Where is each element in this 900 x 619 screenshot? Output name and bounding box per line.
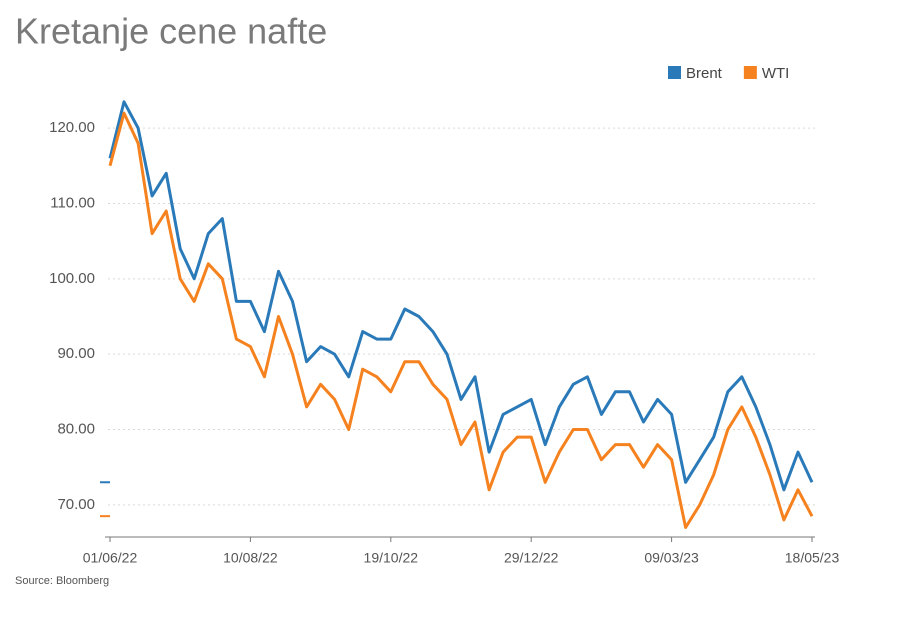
chart-title: Kretanje cene nafte [15,11,327,52]
x-tick-label: 29/12/22 [504,550,559,566]
series-line [108,100,814,492]
series-line [108,111,814,529]
y-tick-label: 110.00 [50,194,95,211]
legend-swatch [668,66,681,79]
source: Source: Bloomberg [15,575,109,587]
x-tick-label: 01/06/22 [83,550,138,566]
legend-swatch [743,66,757,79]
x-tick-label: 10/08/22 [223,550,278,566]
x-tick-label: 09/03/23 [644,550,699,566]
y-tick-label: 120.00 [49,119,95,136]
legend-label: WTI [762,65,790,82]
y-tick-label: 90.00 [57,345,95,362]
x-tick-label: 18/05/23 [785,550,840,566]
y-tick-label: 100.00 [49,270,95,287]
y-tick-label: 70.00 [57,496,95,513]
x-tick-label: 19/10/22 [364,550,419,566]
y-tick-label: 80.00 [57,420,95,437]
legend-label: Brent [686,65,723,82]
